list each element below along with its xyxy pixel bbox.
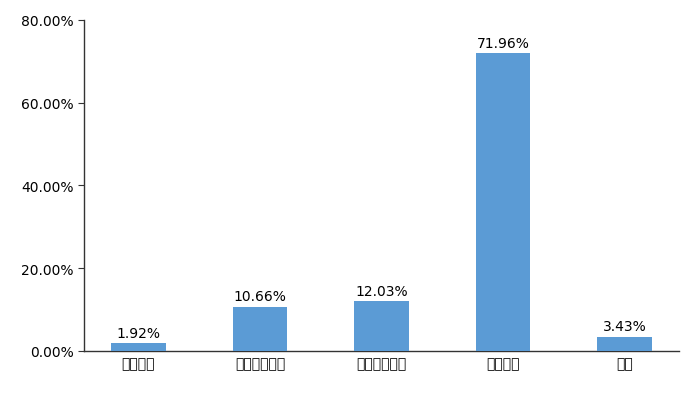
Bar [232,307,287,351]
Text: 1.92%: 1.92% [116,326,160,340]
Bar [354,301,409,351]
Bar [476,54,531,351]
Bar [111,343,166,351]
Text: 10.66%: 10.66% [234,290,286,304]
Text: 71.96%: 71.96% [477,37,529,50]
Text: 12.03%: 12.03% [355,284,408,298]
Bar [597,337,652,351]
Text: 3.43%: 3.43% [603,320,647,334]
